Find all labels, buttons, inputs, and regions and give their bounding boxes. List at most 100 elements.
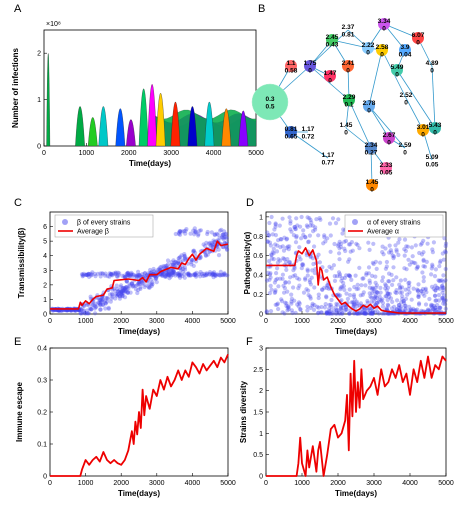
strain-beta-point: [122, 273, 127, 278]
strain-beta-point: [169, 263, 174, 268]
strain-alpha-point: [348, 293, 353, 298]
strain-node: [391, 64, 403, 76]
strain-node: [285, 60, 297, 72]
strain-alpha-point: [416, 302, 422, 307]
strain-alpha-point: [288, 219, 293, 224]
strain-node: [412, 32, 424, 44]
strain-alpha-point: [392, 304, 397, 309]
x-tick-label: 0: [42, 150, 46, 157]
strain-beta-point: [185, 271, 190, 276]
strain-alpha-point: [393, 290, 398, 295]
strain-alpha-point: [269, 252, 274, 257]
y-axis-label: Number of infections: [11, 47, 20, 128]
y-tick-label: 0.2: [253, 292, 263, 299]
strain-alpha-point: [284, 245, 289, 251]
strain-alpha-point: [367, 311, 372, 316]
strain-alpha-point: [372, 309, 377, 314]
strain-beta-point: [219, 272, 224, 277]
tree-edge: [309, 65, 350, 101]
strain-beta-point: [152, 269, 157, 274]
strain-alpha-point: [271, 257, 276, 262]
strain-alpha-point: [289, 301, 294, 306]
strain-alpha-point: [322, 233, 327, 238]
strain-beta-point: [198, 256, 203, 261]
strain-alpha-point: [264, 309, 269, 314]
strain-alpha-point: [340, 276, 345, 281]
strain-beta-point: [212, 240, 217, 245]
strain-beta-point: [218, 228, 223, 233]
strain-beta-point: [205, 229, 210, 235]
strain-beta-point: [171, 263, 176, 268]
strain-beta-point: [80, 309, 86, 314]
strain-alpha-point: [413, 308, 418, 313]
strain-alpha-point: [316, 252, 321, 257]
strain-alpha-point: [365, 298, 370, 304]
strain-beta-point: [207, 249, 212, 254]
strain-alpha-point: [429, 304, 434, 309]
strain-alpha-point: [363, 307, 368, 312]
strain-alpha-point: [354, 301, 359, 306]
tree-edge: [368, 105, 390, 139]
strain-alpha-point: [272, 290, 277, 295]
x-tick-label: 3000: [366, 318, 382, 325]
strain-alpha-point: [425, 307, 431, 312]
strain-alpha-point: [326, 286, 331, 291]
strain-alpha-point: [346, 273, 351, 278]
y-tick-label: 1: [37, 97, 41, 104]
strain-node: [304, 60, 316, 72]
strain-alpha-point: [339, 298, 344, 303]
strain-beta-point: [87, 306, 92, 311]
strain-alpha-point: [308, 294, 313, 299]
strain-alpha-point: [332, 241, 337, 247]
strain-alpha-point: [359, 283, 364, 288]
strain-beta-point: [178, 272, 183, 277]
strain-alpha-point: [433, 267, 438, 272]
strain-beta-point: [164, 263, 169, 268]
strain-alpha-point: [333, 305, 338, 310]
strain-alpha-point: [294, 234, 299, 239]
strain-alpha-point: [424, 259, 429, 264]
strain-alpha-point: [344, 307, 349, 312]
strain-alpha-point: [348, 249, 353, 254]
strain-alpha-point: [308, 282, 313, 287]
strain-alpha-label: 0.43: [326, 42, 339, 49]
strain-beta-point: [119, 291, 124, 296]
strain-alpha-point: [376, 311, 381, 316]
strain-alpha-label: 0.5: [265, 104, 274, 111]
strain-alpha-point: [307, 278, 312, 283]
strain-alpha-point: [356, 311, 361, 316]
strain-alpha-point: [310, 301, 315, 306]
strain-alpha-point: [337, 272, 342, 277]
strain-alpha-point: [341, 280, 346, 286]
strain-alpha-point: [430, 303, 435, 308]
strain-beta-point: [117, 288, 122, 293]
strain-alpha-point: [319, 304, 324, 310]
strain-alpha-point: [397, 282, 402, 287]
strain-beta-point: [136, 287, 141, 293]
strain-alpha-point: [296, 286, 301, 291]
strain-alpha-point: [367, 285, 372, 290]
strain-beta-point: [97, 302, 103, 308]
strain-alpha-point: [337, 257, 342, 262]
strain-alpha-point: [327, 306, 332, 311]
strain-alpha-point: [349, 300, 354, 305]
strain-alpha-point: [265, 239, 270, 244]
strain-alpha-point: [394, 247, 399, 252]
tree-edge: [431, 65, 436, 129]
panel-label-a: A: [14, 3, 22, 15]
strain-beta-point: [89, 272, 94, 277]
strain-alpha-point: [284, 267, 289, 272]
x-tick-label: 3000: [149, 480, 165, 487]
strain-beta-point: [98, 297, 103, 302]
strain-beta-point: [100, 299, 105, 304]
strain-alpha-point: [396, 240, 401, 245]
strain-node: [342, 60, 354, 72]
strain-node: [363, 100, 375, 112]
strain-beta-point: [213, 273, 218, 278]
strain-alpha-point: [441, 296, 446, 301]
strain-alpha-point: [390, 282, 395, 287]
strain-alpha-point: [400, 308, 405, 313]
strain-alpha-point: [300, 262, 305, 267]
strain-alpha-point: [346, 259, 351, 264]
legend-box: [344, 214, 444, 238]
